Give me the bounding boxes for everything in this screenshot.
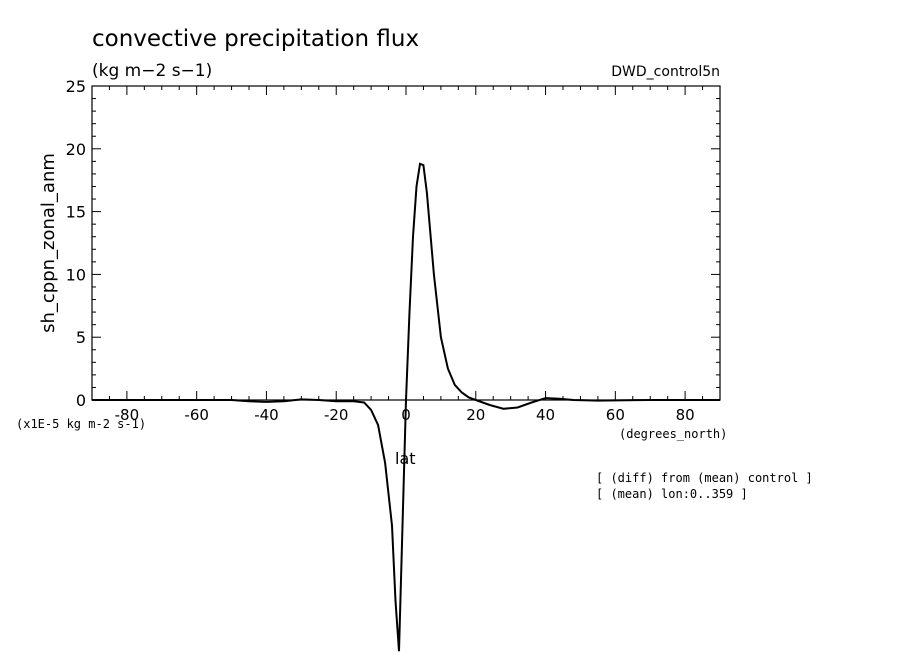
note-mean: [ (mean) lon:0..359 ] <box>596 487 748 501</box>
y-tick-label: 20 <box>66 140 86 159</box>
y-ticks: 0 5 10 15 20 25 <box>66 77 720 410</box>
x-tick-label: 40 <box>536 406 555 424</box>
chart-units: (kg m−2 s−1) <box>92 61 212 81</box>
x-tick-label: 20 <box>466 406 485 424</box>
chart-title: convective precipitation flux <box>92 26 419 52</box>
y-scale-note: (x1E-5 kg m-2 s-1) <box>16 417 146 431</box>
y-tick-label: 0 <box>76 391 86 410</box>
dataset-label: DWD_control5n <box>611 64 720 80</box>
x-tick-label: 60 <box>606 406 625 424</box>
plot-frame <box>91 85 721 401</box>
x-tick-label: -80 <box>115 406 140 424</box>
x-axis-units: (degrees_north) <box>619 427 727 441</box>
note-diff: [ (diff) from (mean) control ] <box>596 471 813 485</box>
y-axis-label: sh_cppn_zonal_anm <box>38 153 59 333</box>
y-tick-label: 10 <box>66 265 86 284</box>
x-tick-label: 80 <box>676 406 695 424</box>
x-tick-label: -20 <box>324 406 349 424</box>
x-ticks: -80 -60 -40 -20 0 20 40 60 80 <box>91 86 721 424</box>
x-tick-label: -60 <box>184 406 209 424</box>
x-tick-label: -40 <box>254 406 279 424</box>
y-tick-label: 15 <box>66 203 86 222</box>
y-tick-label: 25 <box>66 77 86 96</box>
y-tick-label: 5 <box>76 328 86 347</box>
series-line <box>92 162 720 652</box>
x-axis-label: lat <box>395 449 416 468</box>
